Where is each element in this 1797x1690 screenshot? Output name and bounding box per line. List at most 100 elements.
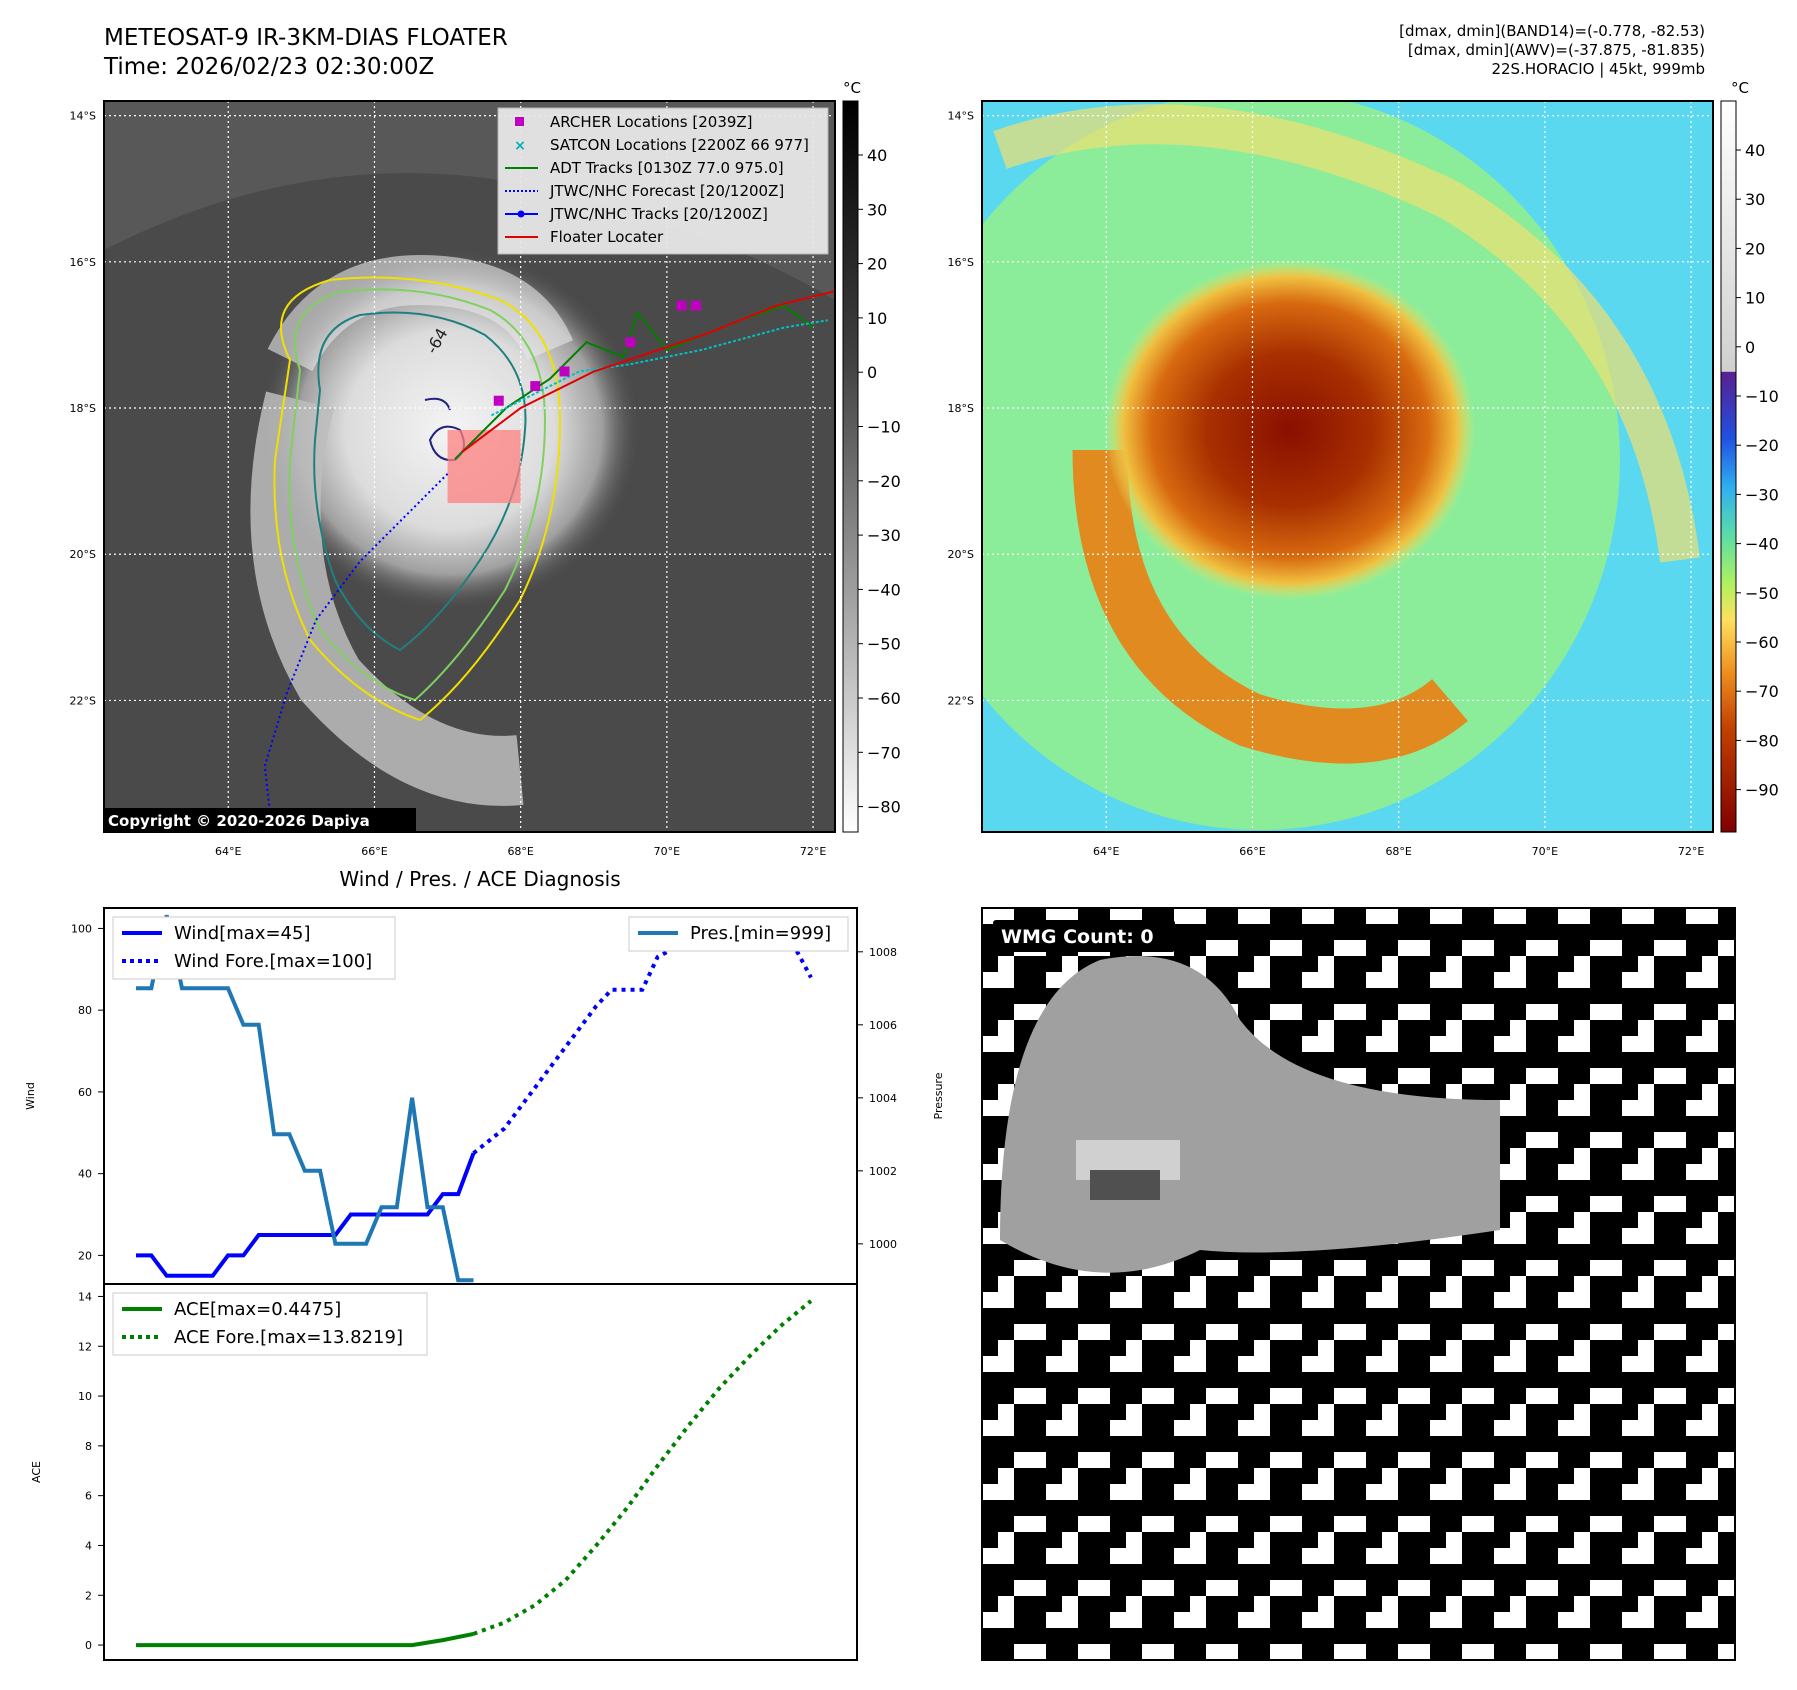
pres-tick-label: 1002 [869,1165,897,1178]
ir-cb-label: −80 [867,798,901,817]
ir-legend: ARCHER Locations [2039Z] × SATCON Location… [497,107,829,255]
ir-cb-label: −50 [867,635,901,654]
archer-marker [559,366,570,377]
ir-lon-label: 66°E [361,845,387,858]
awv-cb-label: −10 [1745,387,1779,406]
info-awv: [dmax, dmin](AWV)=(-37.875, -81.835) [1407,41,1705,59]
awv-cb-label: −90 [1745,781,1779,800]
awv-cb-label: −20 [1745,436,1779,455]
ace-tick-label: 6 [85,1490,92,1503]
archer-marker [625,337,636,348]
ace-tick-label: 14 [78,1290,92,1303]
ir-legend-item: × SATCON Locations [2200Z 66 977] [514,136,809,154]
title-time: Time: 2026/02/23 02:30:00Z [104,54,435,80]
legend-wind-text: Wind[max=45] [174,923,311,944]
ir-legend-label: Floater Locater [550,228,664,246]
pres-ylabel: Pressure [932,1072,945,1119]
pres-tick-label: 1006 [869,1019,897,1032]
ir-legend-item: JTWC/NHC Tracks [20/1200Z] [505,205,768,223]
ir-lon-label: 68°E [507,845,533,858]
pres-tick-label: 1008 [869,946,897,959]
info-storm: 22S.HORACIO | 45kt, 999mb [1491,60,1705,78]
wind-tick-label: 40 [78,1168,92,1181]
ir-lon-label: 72°E [800,845,826,858]
ir-frame [103,100,836,833]
ir-panel: -64 Copyright © 2020-2026 Dapiya ARCHER … [70,79,901,858]
wind-pres-panel: 100 80 60 40 20 1008 1006 1004 1002 1000 Wind Pre… [24,907,945,1285]
ir-colorbar-ticks: 40 30 20 10 0 −10 −20 −30 −40 −50 −60 −70 −80 [858,146,901,817]
awv-cb-label: 0 [1745,338,1755,357]
ir-cb-label: −30 [867,526,901,545]
awv-spiral-band [1072,449,1468,764]
copyright-box [104,808,416,832]
ir-cb-label: −70 [867,743,901,762]
awv-colorbar-unit: °C [1731,79,1749,97]
title-satellite: METEOSAT-9 IR-3KM-DIAS FLOATER [104,25,508,51]
series-wind-fore [472,926,813,1155]
wmg-dark-region [1090,1170,1160,1200]
ir-legend-label: ARCHER Locations [2039Z] [550,113,753,131]
legend-acefore-text: ACE Fore.[max=13.8219] [174,1327,403,1348]
awv-cb-label: 10 [1745,289,1765,308]
ir-legend-item: Floater Locater [505,228,664,246]
ir-legend-box [497,107,829,255]
ir-legend-label: SATCON Locations [2200Z 66 977] [550,136,809,154]
ir-lon-label: 70°E [654,845,680,858]
awv-lon-label: 68°E [1385,845,1411,858]
awv-core [1105,260,1475,600]
awv-cb-label: 30 [1745,190,1765,209]
ir-cb-label: −60 [867,689,901,708]
ace-tick-label: 4 [85,1539,92,1552]
copyright-text: Copyright © 2020-2026 Dapiya [108,812,370,830]
series-ace-fore [472,1299,813,1636]
ace-tick-label: 2 [85,1589,92,1602]
awv-colorbar-ticks: 40 30 20 10 0 −10 −20 −30 −40 −50 −60 −70 −80 −90 [1736,141,1779,800]
ir-colorbar-unit: °C [843,79,861,97]
ir-spiral-band [250,391,524,806]
ir-legend-label: ADT Tracks [0130Z 77.0 975.0] [550,159,784,177]
awv-cb-label: −30 [1745,485,1779,504]
awv-lat-label: 20°S [948,548,974,561]
awv-cb-label: −40 [1745,535,1779,554]
legend-marker: × [514,138,526,154]
pres-tick-label: 1004 [869,1092,897,1105]
awv-lat-label: 22°S [948,694,974,707]
ir-cb-label: −10 [867,418,901,437]
awv-frame [981,100,1714,833]
ir-cb-label: 0 [867,363,877,382]
archer-marker [691,300,702,311]
jtwc-forecast-track [263,473,449,832]
ir-cb-label: −40 [867,580,901,599]
ir-cb-label: −20 [867,472,901,491]
contour-yellow [273,276,562,722]
satcon-track [490,319,828,417]
ir-lat-label: 18°S [70,402,96,415]
adt-track [454,304,814,460]
awv-lon-label: 72°E [1678,845,1704,858]
pres-tick-label: 1000 [869,1238,897,1251]
ir-legend-item: JTWC/NHC Forecast [20/1200Z] [505,182,784,200]
info-band14: [dmax, dmin](BAND14)=(-0.778, -82.53) [1399,22,1705,40]
awv-outer-band [993,104,1700,563]
ir-lat-label: 14°S [70,110,96,123]
ir-colorbar [842,100,859,833]
awv-axis-labels: 64°E 66°E 68°E 70°E 72°E 14°S 16°S 18°S 20°S 22°S [948,110,1705,858]
awv-cb-label: 20 [1745,239,1765,258]
archer-marker [493,395,504,406]
floater-box [447,429,521,504]
awv-lon-label: 64°E [1093,845,1119,858]
awv-cb-label: 40 [1745,141,1765,160]
series-ace [136,1631,474,1648]
archer-marker [530,381,541,392]
diagnosis-title: Wind / Pres. / ACE Diagnosis [339,867,620,891]
awv-gridlines [982,101,1713,832]
legend-windfore-text: Wind Fore.[max=100] [174,951,372,972]
ir-legend-item: ARCHER Locations [2039Z] [515,113,753,131]
ace-tick-label: 10 [78,1390,92,1403]
legend-marker-dot [517,210,525,218]
ir-cb-label: 40 [867,146,887,165]
wind-ylabel: Wind [24,1082,37,1110]
ir-legend-label: JTWC/NHC Forecast [20/1200Z] [549,182,784,200]
floater-locater-track [461,290,835,453]
